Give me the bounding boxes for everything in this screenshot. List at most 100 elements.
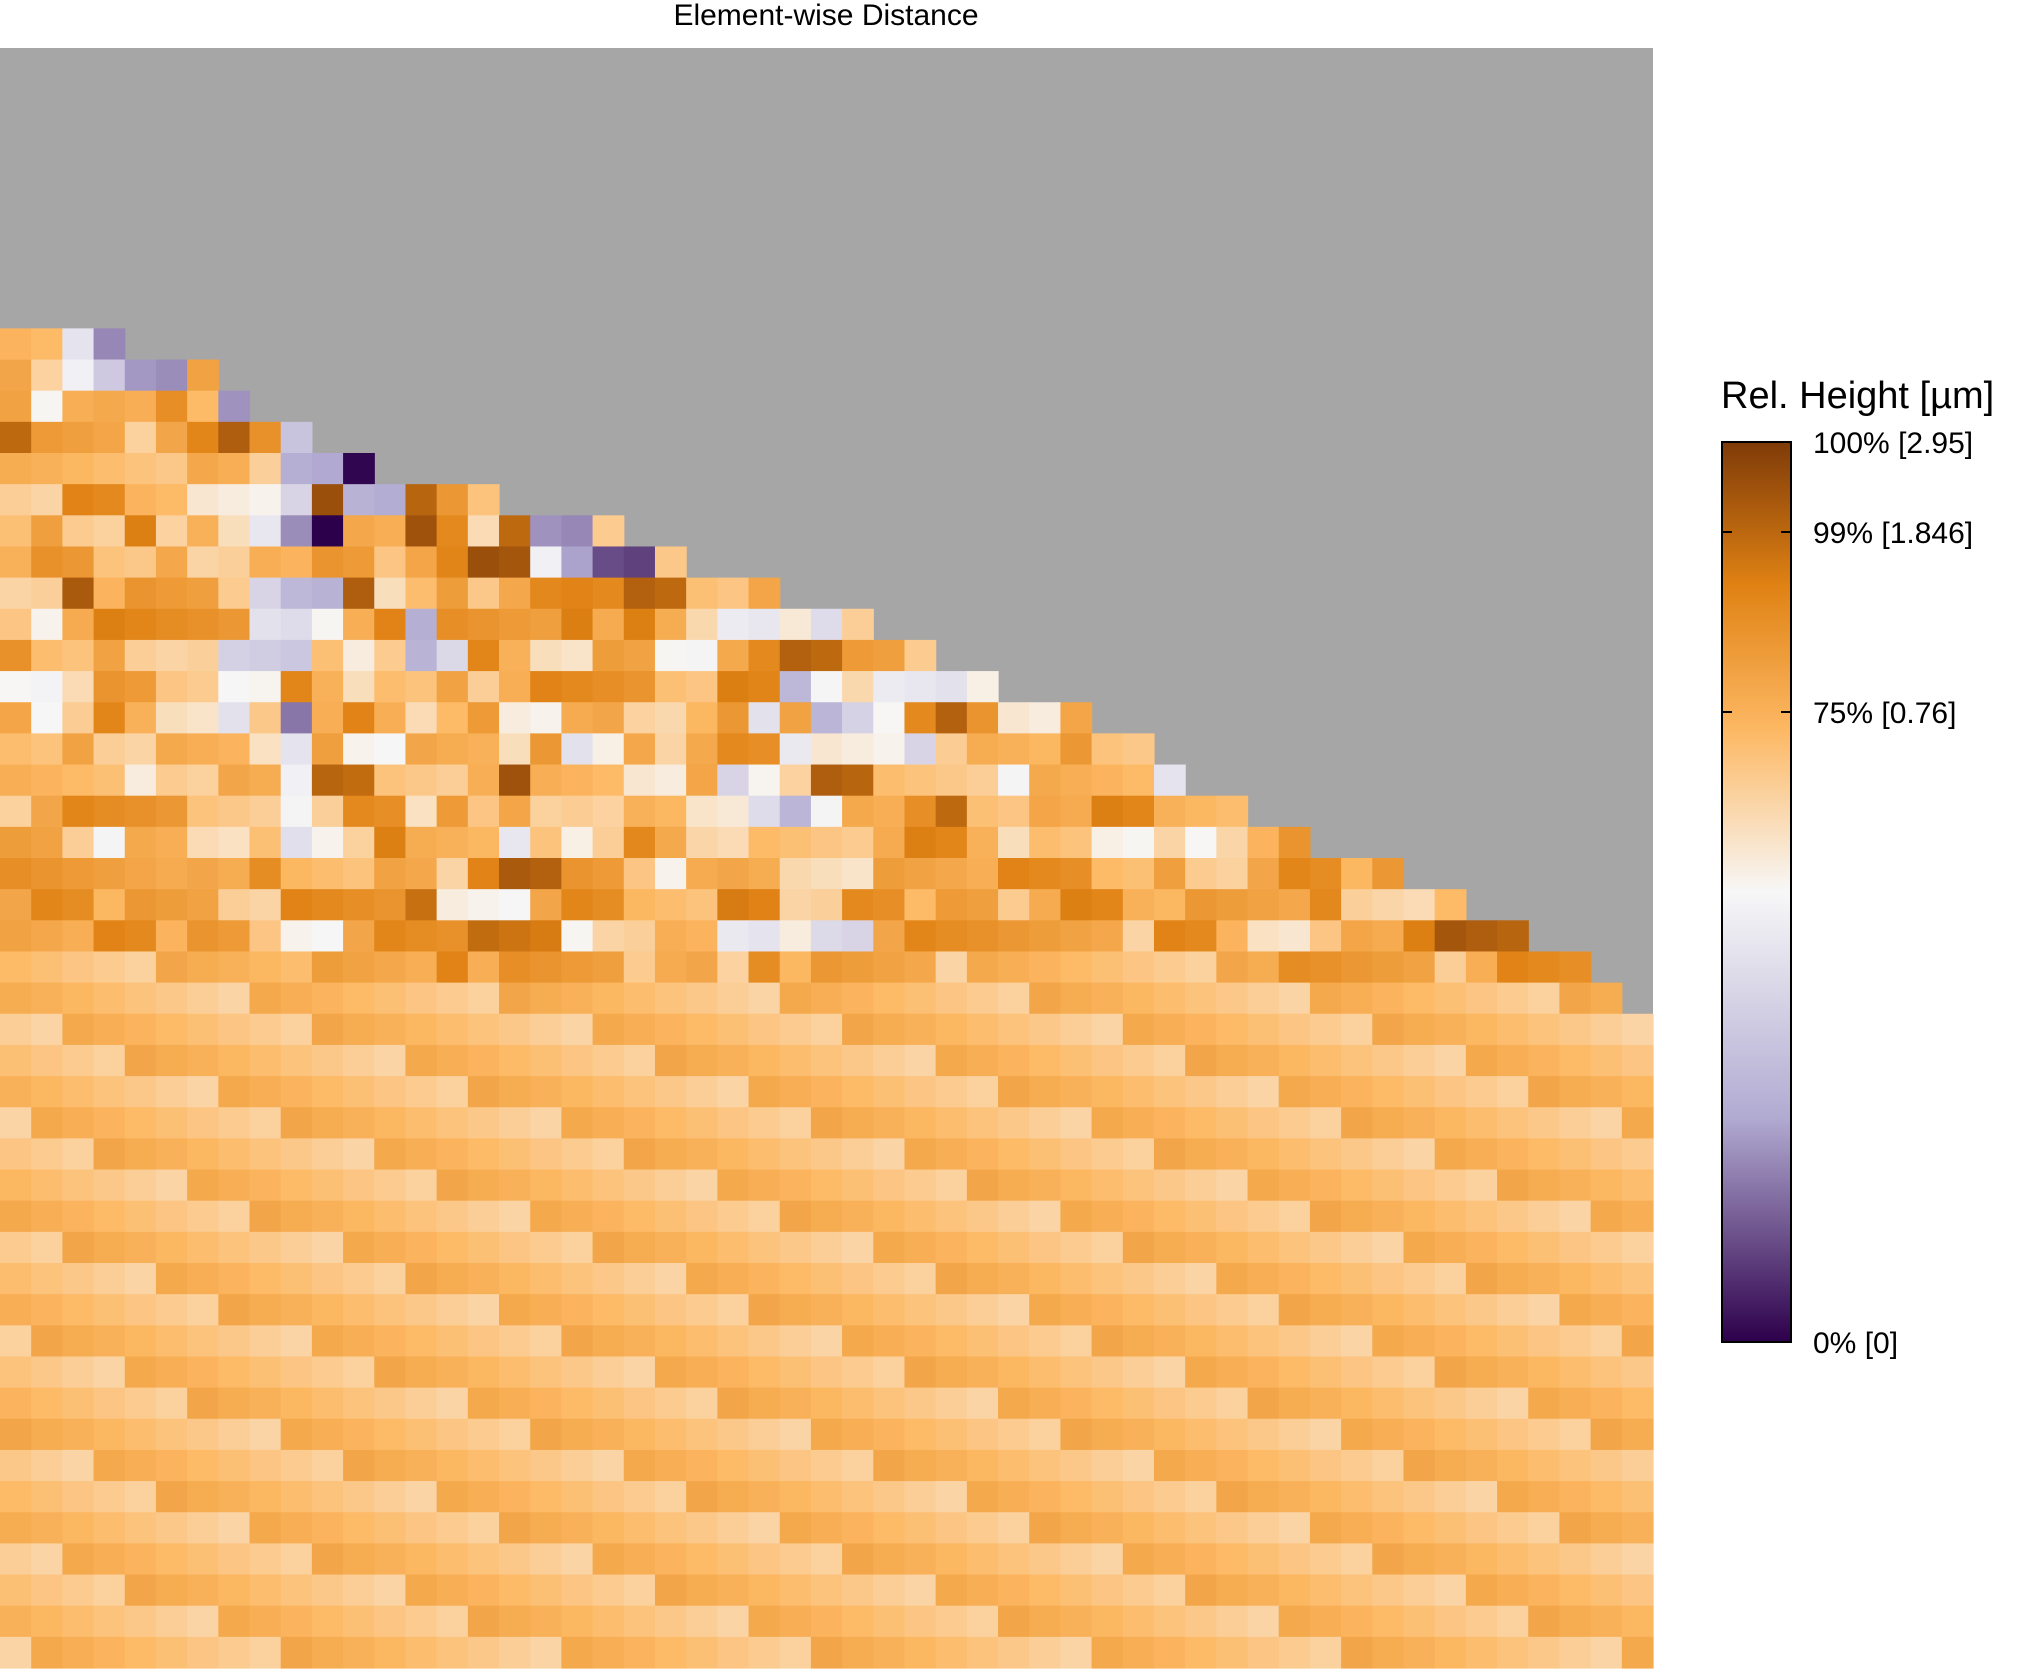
heatmap-cell — [1621, 1044, 1654, 1077]
heatmap-cell — [405, 764, 438, 797]
heatmap-cell — [1341, 1076, 1373, 1108]
heatmap-cell — [467, 1044, 500, 1077]
heatmap-cell — [280, 1356, 313, 1389]
heatmap-cell — [311, 608, 344, 641]
heatmap-cell — [966, 671, 999, 703]
heatmap-cell — [1247, 1013, 1280, 1046]
heatmap-cell — [904, 795, 937, 828]
heatmap-cell — [935, 1294, 968, 1326]
heatmap-cell — [592, 1013, 625, 1046]
heatmap-cell — [1029, 1543, 1062, 1576]
heatmap-cell — [155, 1013, 188, 1046]
heatmap-cell — [810, 1418, 843, 1451]
heatmap-cell — [779, 1605, 812, 1638]
heatmap-cell — [343, 702, 375, 734]
heatmap-cell — [779, 1449, 812, 1482]
heatmap-cell — [842, 764, 874, 797]
heatmap-cell — [904, 1574, 937, 1607]
heatmap-cell — [654, 795, 687, 828]
heatmap-cell — [1060, 826, 1093, 859]
heatmap-cell — [686, 577, 718, 610]
heatmap-cell — [1091, 1574, 1124, 1607]
heatmap-cell — [218, 826, 251, 859]
heatmap-cell — [124, 858, 157, 890]
heatmap-cell — [0, 421, 32, 454]
heatmap-cell — [935, 1387, 968, 1420]
heatmap-cell — [62, 390, 95, 423]
heatmap-cell — [1185, 1512, 1217, 1544]
heatmap-cell — [654, 1387, 687, 1420]
heatmap-cell — [155, 1044, 188, 1077]
heatmap-cell — [155, 484, 188, 516]
heatmap-cell — [904, 1076, 937, 1108]
heatmap-cell — [717, 951, 750, 984]
heatmap-cell — [1122, 1138, 1155, 1171]
heatmap-cell — [623, 826, 656, 859]
heatmap-cell — [810, 1449, 843, 1482]
heatmap-cell — [0, 453, 32, 485]
heatmap-cell — [1497, 951, 1529, 984]
heatmap-cell — [654, 1263, 687, 1295]
heatmap-cell — [810, 1013, 843, 1046]
heatmap-cell — [467, 982, 500, 1015]
heatmap-cell — [686, 764, 718, 797]
heatmap-cell — [467, 826, 500, 859]
heatmap-cell — [561, 1543, 594, 1576]
heatmap-cell — [1372, 1605, 1405, 1638]
heatmap-cell — [0, 951, 32, 984]
heatmap-cell — [311, 1356, 344, 1389]
heatmap-cell — [1497, 1356, 1529, 1389]
heatmap-cell — [1621, 1325, 1654, 1358]
heatmap-cell — [93, 671, 126, 703]
heatmap-cell — [1403, 889, 1436, 921]
heatmap-cell — [654, 733, 687, 766]
heatmap-cell — [187, 359, 219, 392]
heatmap-cell — [935, 1481, 968, 1513]
heatmap-cell — [405, 1107, 438, 1139]
heatmap-cell — [873, 1044, 906, 1077]
heatmap-cell — [592, 1543, 625, 1576]
heatmap-cell — [654, 1231, 687, 1264]
heatmap-cell — [436, 982, 469, 1015]
heatmap-cell — [779, 982, 812, 1015]
heatmap-cell — [31, 515, 63, 548]
heatmap-cell — [1590, 1231, 1623, 1264]
heatmap-cell — [717, 1387, 750, 1420]
heatmap-cell — [623, 577, 656, 610]
heatmap-cell — [592, 1044, 625, 1077]
heatmap-cell — [405, 1449, 438, 1482]
heatmap-cell — [311, 1107, 344, 1139]
heatmap-cell — [1403, 1294, 1436, 1326]
heatmap-cell — [1621, 1605, 1654, 1638]
heatmap-cell — [686, 1449, 718, 1482]
heatmap-cell — [1216, 1481, 1249, 1513]
heatmap-cell — [343, 1107, 375, 1139]
heatmap-cell — [654, 1138, 687, 1171]
heatmap-cell — [499, 1512, 531, 1544]
heatmap-cell — [998, 1605, 1030, 1638]
heatmap-cell — [1465, 1231, 1498, 1264]
heatmap-cell — [530, 1574, 562, 1607]
heatmap-cell — [499, 982, 531, 1015]
heatmap-cell — [1590, 1356, 1623, 1389]
heatmap-cell — [1372, 1231, 1405, 1264]
heatmap-cell — [1559, 951, 1592, 984]
heatmap-cell — [1216, 889, 1249, 921]
heatmap-cell — [530, 1200, 562, 1233]
heatmap-cell — [374, 858, 407, 890]
heatmap-cell — [93, 1543, 126, 1576]
heatmap-cell — [1247, 826, 1280, 859]
heatmap-cell — [1122, 1107, 1155, 1139]
heatmap-cell — [530, 1449, 562, 1482]
heatmap-cell — [0, 1138, 32, 1171]
heatmap-cell — [187, 1044, 219, 1077]
heatmap-cell — [1153, 1387, 1186, 1420]
heatmap-cell — [280, 515, 313, 548]
heatmap-cell — [717, 1044, 750, 1077]
heatmap-cell — [623, 1418, 656, 1451]
heatmap-cell — [1216, 1013, 1249, 1046]
heatmap-cell — [31, 1636, 63, 1669]
heatmap-cell — [966, 1574, 999, 1607]
heatmap-cell — [873, 1200, 906, 1233]
heatmap-cell — [1434, 1574, 1467, 1607]
